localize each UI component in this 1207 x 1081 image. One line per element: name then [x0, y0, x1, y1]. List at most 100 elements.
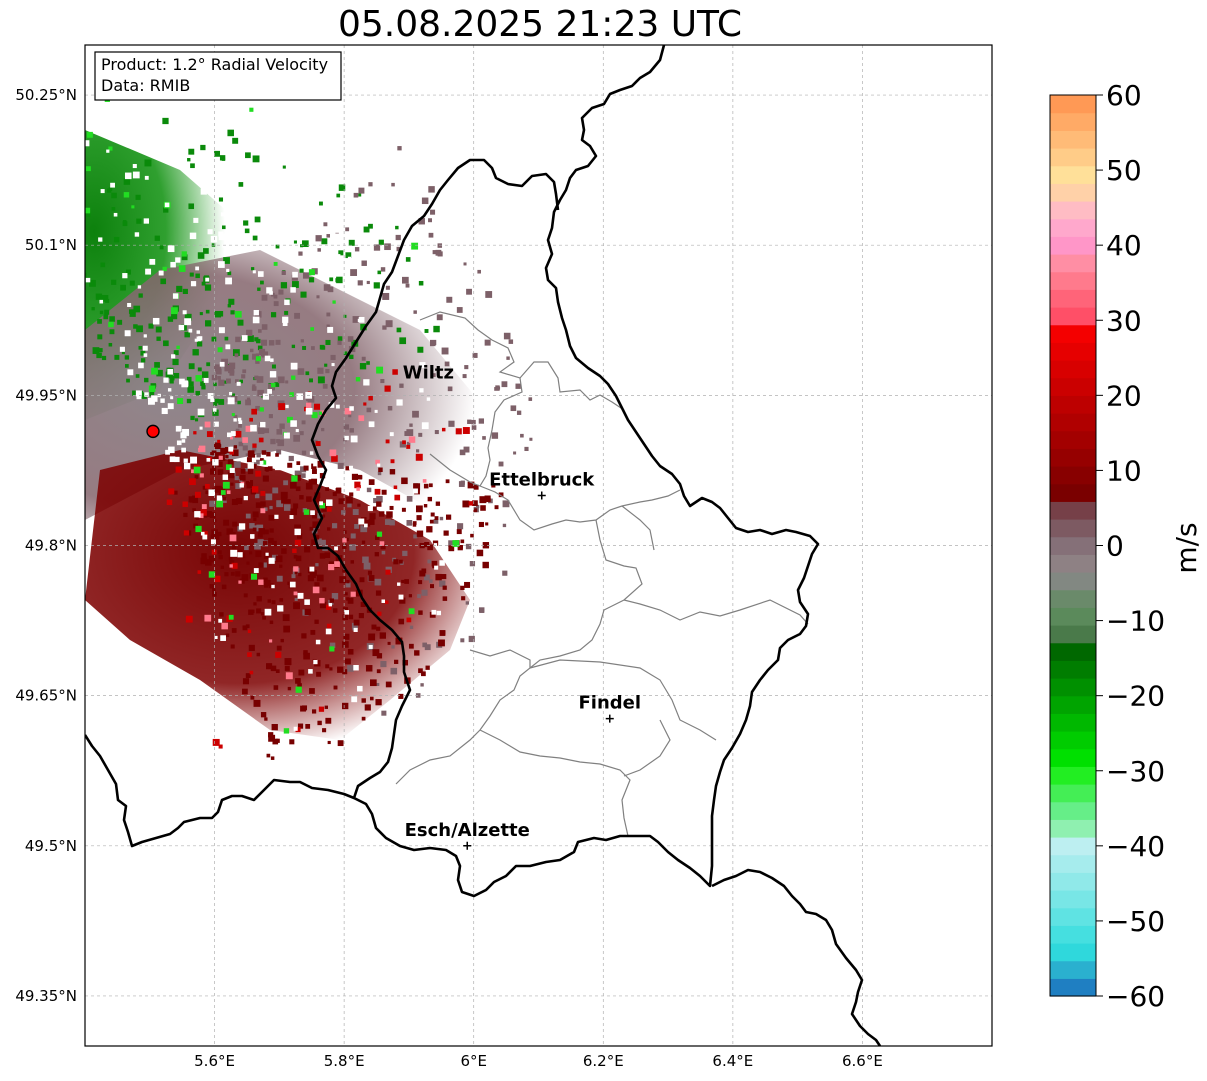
- echo-speckle: [243, 220, 249, 226]
- echo-speckle: [242, 354, 249, 361]
- echo-speckle: [292, 548, 297, 553]
- echo-speckle: [143, 218, 149, 224]
- echo-speckle: [360, 323, 367, 331]
- echo-speckle: [380, 267, 386, 272]
- echo-speckle: [520, 433, 524, 438]
- echo-speckle: [279, 423, 285, 429]
- echo-speckle: [351, 473, 359, 480]
- echo-speckle: [376, 495, 383, 503]
- echo-speckle: [342, 641, 349, 648]
- echo-speckle: [72, 317, 77, 322]
- echo-speckle: [135, 374, 140, 378]
- echo-speckle: [264, 428, 270, 434]
- echo-speckle: [220, 635, 226, 641]
- echo-speckle: [223, 380, 228, 384]
- echo-speckle: [417, 346, 424, 353]
- echo-speckle: [267, 389, 272, 394]
- echo-speckle: [109, 329, 115, 335]
- colorbar-segment: [1050, 695, 1096, 714]
- colorbar-segment: [1050, 872, 1096, 891]
- echo-speckle: [249, 480, 254, 484]
- echo-speckle: [228, 362, 236, 369]
- echo-speckle: [246, 397, 251, 401]
- echo-speckle: [374, 488, 381, 495]
- echo-speckle: [293, 566, 299, 572]
- echo-speckle: [212, 464, 216, 469]
- colorbar-segment: [1050, 642, 1096, 661]
- echo-speckle: [225, 464, 232, 470]
- echo-speckle: [136, 218, 142, 224]
- echo-speckle: [342, 614, 349, 621]
- echo-speckle: [204, 614, 212, 622]
- echo-speckle: [111, 279, 117, 285]
- echo-speckle: [433, 518, 439, 524]
- echo-speckle: [195, 525, 202, 533]
- echo-speckle: [232, 546, 236, 550]
- echo-speckle: [374, 578, 382, 586]
- echo-speckle: [309, 566, 315, 572]
- echo-speckle: [251, 267, 255, 271]
- echo-speckle: [335, 404, 340, 409]
- echo-speckle: [230, 431, 236, 436]
- echo-speckle: [360, 601, 366, 607]
- echo-speckle: [396, 327, 402, 333]
- echo-speckle: [159, 245, 164, 250]
- echo-speckle: [291, 574, 296, 579]
- echo-speckle: [190, 163, 195, 169]
- echo-speckle: [135, 390, 142, 397]
- echo-speckle: [227, 271, 232, 276]
- echo-speckle: [456, 529, 462, 535]
- echo-speckle: [204, 173, 210, 179]
- echo-speckle: [377, 463, 381, 467]
- echo-speckle: [218, 399, 225, 405]
- echo-speckle: [204, 284, 212, 291]
- echo-speckle: [285, 380, 289, 384]
- echo-speckle: [382, 325, 387, 330]
- echo-speckle: [245, 513, 251, 519]
- echo-speckle: [238, 580, 242, 584]
- echo-speckle: [234, 430, 242, 438]
- echo-speckle: [298, 572, 302, 577]
- echo-speckle: [227, 397, 235, 405]
- echo-speckle: [211, 549, 217, 555]
- echo-speckle: [328, 603, 332, 607]
- echo-speckle: [132, 171, 140, 179]
- echo-speckle: [212, 738, 220, 746]
- echo-speckle: [353, 627, 358, 632]
- echo-speckle: [304, 546, 311, 553]
- echo-speckle: [305, 371, 310, 376]
- echo-speckle: [202, 534, 208, 540]
- echo-speckle: [368, 633, 376, 641]
- echo-speckle: [107, 188, 112, 193]
- border-belgium-france: [85, 734, 355, 848]
- echo-speckle: [108, 321, 114, 328]
- echo-speckle: [342, 569, 346, 573]
- city-label: Wiltz: [403, 362, 454, 383]
- echo-speckle: [230, 310, 235, 315]
- echo-speckle: [408, 608, 415, 615]
- echo-speckle: [128, 309, 134, 314]
- echo-speckle: [278, 289, 284, 295]
- echo-speckle: [473, 484, 479, 490]
- echo-speckle: [198, 513, 204, 519]
- canton-border-south-a: [529, 659, 717, 741]
- echo-speckle: [85, 140, 90, 147]
- echo-speckle: [502, 523, 507, 528]
- echo-speckle: [268, 514, 275, 521]
- echo-speckle: [485, 399, 490, 404]
- echo-speckle: [99, 299, 104, 304]
- echo-speckle: [393, 485, 398, 490]
- echo-speckle: [321, 427, 325, 432]
- echo-speckle: [464, 581, 471, 588]
- echo-speckle: [279, 564, 283, 568]
- echo-speckle: [229, 450, 235, 455]
- echo-speckle: [190, 281, 197, 287]
- echo-speckle: [332, 608, 338, 613]
- echo-speckle: [173, 490, 178, 495]
- echo-speckle: [266, 287, 273, 294]
- echo-speckle: [263, 507, 268, 512]
- echo-speckle: [200, 531, 205, 536]
- echo-speckle: [275, 244, 280, 249]
- echo-speckle: [490, 425, 497, 432]
- echo-speckle: [170, 261, 176, 268]
